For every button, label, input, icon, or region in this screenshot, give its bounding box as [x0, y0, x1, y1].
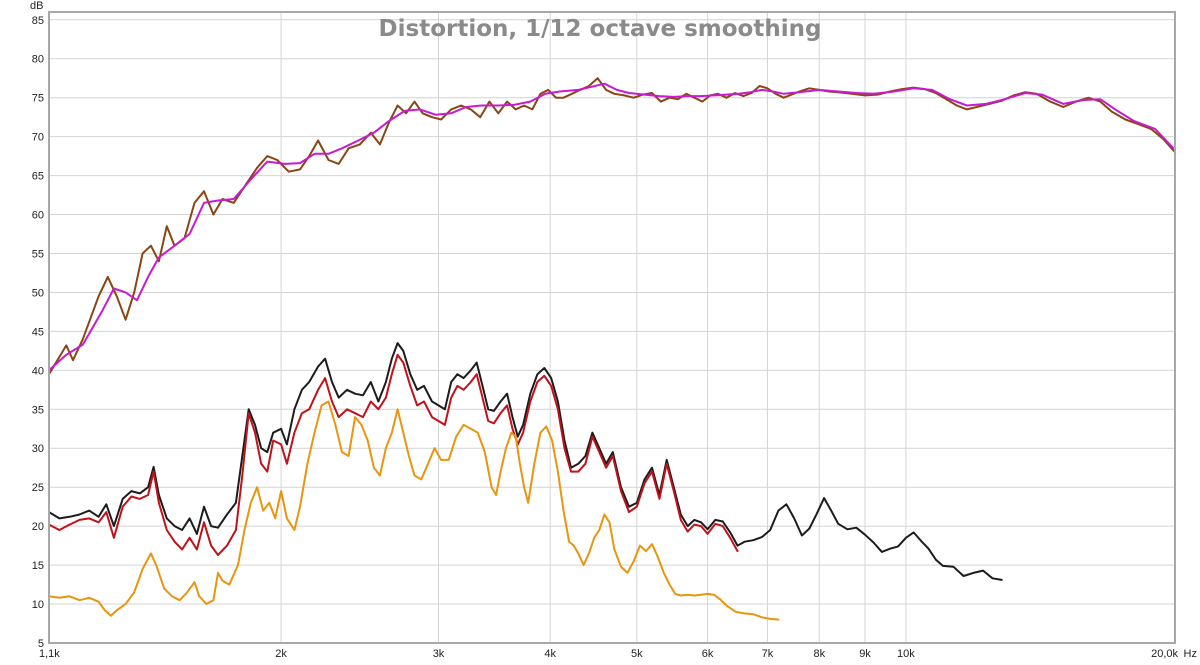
y-tick-label: 10: [32, 599, 44, 611]
y-gridlines: [49, 19, 1175, 644]
x-tick-label: 4k: [544, 648, 556, 660]
y-tick-label: 20: [32, 521, 44, 533]
x-tick-label: 5k: [631, 648, 643, 660]
y-tick-label: 50: [32, 287, 44, 299]
y-tick-label: 15: [32, 560, 44, 572]
chart-title: Distortion, 1/12 octave smoothing: [379, 16, 822, 42]
y-tick-label: 75: [32, 93, 44, 105]
y-tick-label: 60: [32, 210, 44, 222]
series-layer: [48, 77, 1176, 621]
plot-frame: [48, 11, 1176, 644]
series-line: [48, 342, 1003, 581]
x-tick-label: 20,0k: [1151, 648, 1178, 660]
y-tick-label: 45: [32, 326, 44, 338]
series-line: [48, 82, 1176, 372]
x-tick-label: 6k: [702, 648, 714, 660]
y-tick-label: 40: [32, 365, 44, 377]
x-axis-ticks: 1,1k 2k 3k 4k 5k 6k 7k 8k 9k 10k 20,0k: [39, 648, 1178, 660]
x-tick-label: 9k: [859, 648, 871, 660]
plot-background: [49, 12, 1175, 643]
y-tick-label: 80: [32, 54, 44, 66]
y-tick-label: 55: [32, 248, 44, 260]
x-tick-label: 8k: [813, 648, 825, 660]
y-tick-label: 85: [32, 15, 44, 27]
y-tick-label: 35: [32, 404, 44, 416]
x-tick-label: 1,1k: [39, 648, 60, 660]
y-axis-unit-label: dB: [30, 0, 43, 12]
series-line: [48, 77, 1176, 376]
y-tick-label: 5: [38, 638, 44, 650]
x-tick-label: 7k: [762, 648, 774, 660]
x-tick-label: 3k: [433, 648, 445, 660]
y-tick-label: 65: [32, 171, 44, 183]
y-tick-label: 70: [32, 132, 44, 144]
x-tick-label: 10k: [897, 648, 915, 660]
x-tick-label: 2k: [275, 648, 287, 660]
series-line: [48, 400, 780, 621]
y-tick-label: 25: [32, 482, 44, 494]
x-axis-unit-label: Hz: [1184, 648, 1197, 660]
y-axis-ticks: 5 10 15 20 25 30 35 40 45 50 55 60 65 70 75 80 85: [32, 15, 44, 650]
y-tick-label: 30: [32, 443, 44, 455]
series-line: [48, 353, 739, 556]
